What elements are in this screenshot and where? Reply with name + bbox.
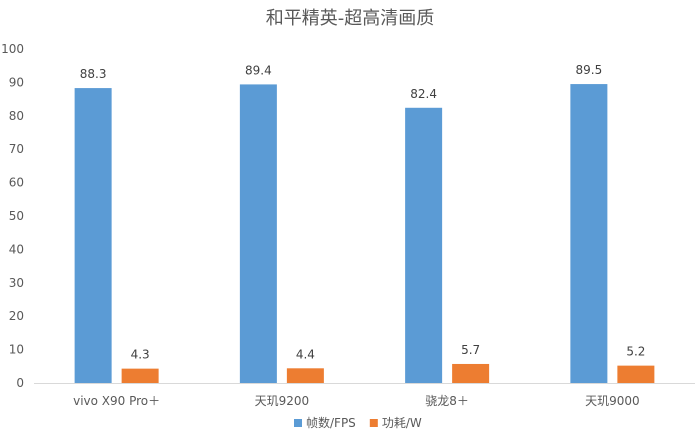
bar-fps	[239, 84, 277, 384]
y-tick-label: 40	[9, 242, 24, 256]
data-label: 89.5	[576, 63, 603, 77]
y-tick-label: 90	[9, 75, 24, 89]
y-axis: 0 10 20 30 40 50 60 70 80 90 100	[1, 42, 24, 390]
legend-label: 功耗/W	[382, 416, 422, 430]
data-label: 88.3	[80, 67, 107, 81]
legend-label: 帧数/FPS	[306, 415, 356, 430]
y-tick-label: 60	[9, 176, 24, 190]
bar-fps	[74, 88, 112, 383]
y-tick-label: 80	[9, 109, 24, 123]
data-label: 4.3	[131, 348, 150, 362]
bar-power	[286, 368, 324, 383]
data-label: 5.7	[461, 343, 480, 357]
bar-fps	[570, 84, 608, 383]
y-tick-label: 30	[9, 276, 24, 290]
bar-power	[121, 368, 159, 383]
chart-title: 和平精英-超高清画质	[266, 8, 435, 29]
x-category-label: 天玑9200	[255, 394, 310, 408]
x-category-label: 骁龙8＋	[425, 394, 469, 408]
y-tick-label: 20	[9, 309, 24, 323]
y-tick-label: 10	[9, 343, 24, 357]
legend-swatch	[294, 419, 302, 427]
y-tick-label: 100	[1, 42, 24, 56]
y-tick-label: 70	[9, 142, 24, 156]
data-label: 82.4	[410, 87, 437, 101]
bars-group	[74, 84, 655, 384]
data-label: 89.4	[245, 63, 272, 77]
y-tick-label: 0	[16, 376, 24, 390]
data-labels-group: 88.3 4.3 89.4 4.4 82.4 5.7 89.5 5.2	[80, 63, 646, 362]
legend-swatch	[369, 419, 378, 427]
bar-power	[617, 365, 655, 383]
data-label: 4.4	[296, 347, 315, 361]
x-category-label: 天玑9000	[585, 394, 640, 408]
bar-power	[452, 363, 490, 383]
bar-fps	[405, 107, 443, 383]
data-label: 5.2	[626, 345, 645, 359]
y-tick-label: 50	[9, 209, 24, 223]
x-category-label: vivo X90 Pro＋	[73, 394, 160, 408]
x-axis: vivo X90 Pro＋ 天玑9200 骁龙8＋ 天玑9000	[73, 394, 640, 408]
legend: 帧数/FPS 功耗/W	[294, 415, 422, 430]
